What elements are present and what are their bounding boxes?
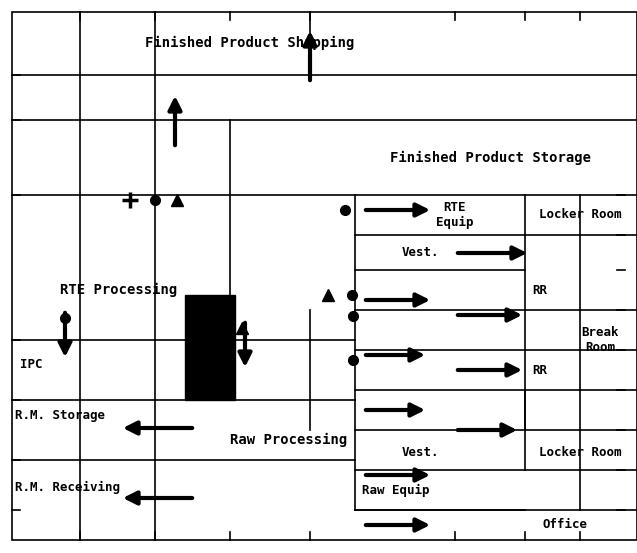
Bar [185, 295, 235, 400]
Text: RR: RR [533, 363, 547, 377]
Text: IPC: IPC [20, 358, 43, 372]
Text: R.M. Receiving: R.M. Receiving [15, 481, 120, 493]
Text: R.M. Storage: R.M. Storage [15, 409, 105, 421]
Text: Raw Equip: Raw Equip [362, 483, 429, 497]
Text: RTE
Equip: RTE Equip [436, 201, 474, 229]
Text: Break
Room: Break Room [581, 326, 619, 354]
Text: Locker Room: Locker Room [539, 208, 621, 222]
Text: Vest.: Vest. [401, 247, 439, 259]
Text: Vest.: Vest. [401, 446, 439, 458]
Text: Office: Office [543, 519, 587, 531]
Text: Finished Product Storage: Finished Product Storage [389, 151, 590, 165]
Text: Finished Product Shipping: Finished Product Shipping [145, 36, 354, 50]
Text: RR: RR [533, 284, 547, 296]
Text: Locker Room: Locker Room [539, 446, 621, 458]
Text: Raw Processing: Raw Processing [230, 433, 347, 447]
Text: RTE Processing: RTE Processing [60, 283, 177, 297]
